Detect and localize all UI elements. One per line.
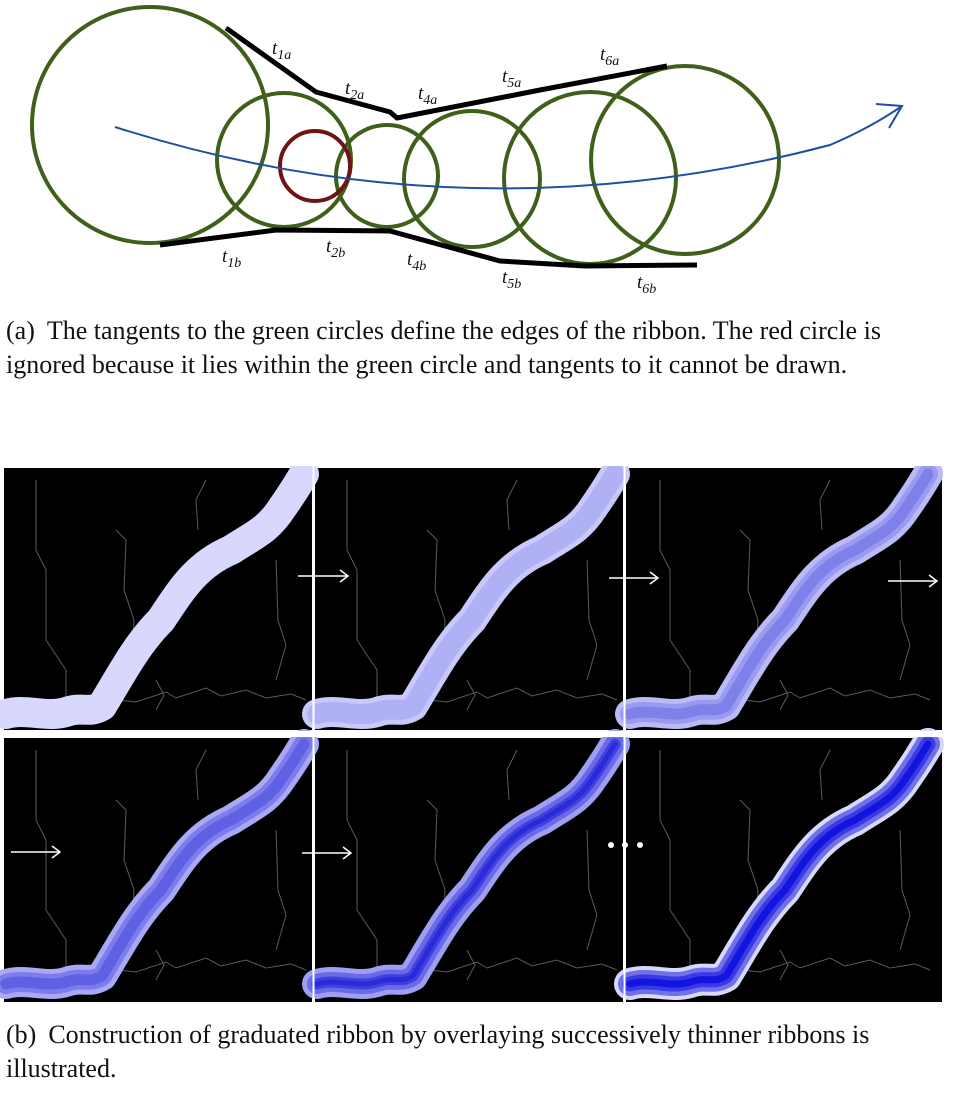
label-t6a: t6a [600, 44, 619, 69]
green-circle-5 [502, 90, 678, 266]
bottom-tangent-edge [159, 227, 698, 269]
panel-dividers [0, 466, 955, 1006]
label-t1b: t1b [222, 246, 241, 271]
caption-b: (b) Construction of graduated ribbon by o… [6, 1018, 951, 1086]
progression-arrows [11, 569, 939, 860]
label-t6b: t6b [637, 272, 656, 297]
caption-b-tag: (b) [6, 1020, 37, 1049]
path-arrow [114, 103, 904, 190]
label-t5b: t5b [502, 267, 521, 292]
red-circle [278, 129, 352, 203]
label-t4b: t4b [407, 249, 426, 274]
green-circle-1 [30, 5, 270, 245]
caption-a-tag: (a) [6, 316, 35, 345]
caption-a-text: The tangents to the green circles define… [6, 316, 881, 379]
arrow-icon [302, 846, 353, 860]
label-t4a: t4a [418, 83, 437, 108]
tangent-circles-diagram: t1a t2a t4a t5a t6a t1b t2b t4b t5b t6b [30, 5, 904, 297]
label-t2b: t2b [326, 236, 345, 261]
label-t5a: t5a [502, 66, 521, 91]
green-circle-3 [334, 123, 440, 229]
label-t1a: t1a [272, 38, 291, 63]
arrow-icon [11, 845, 62, 859]
ellipsis-icon [608, 842, 643, 848]
arrow-icon [609, 571, 660, 585]
arrow-icon [298, 569, 350, 583]
caption-a: (a) The tangents to the green circles def… [6, 314, 951, 382]
caption-b-text: Construction of graduated ribbon by over… [6, 1020, 870, 1083]
green-circle-4 [402, 109, 542, 249]
arrow-icon [888, 574, 939, 588]
tangent-lines [159, 25, 698, 269]
label-t2a: t2a [345, 78, 364, 103]
green-circle-6 [589, 64, 781, 256]
ribbon-panels [0, 466, 955, 1006]
top-tangent-edge [224, 25, 668, 121]
